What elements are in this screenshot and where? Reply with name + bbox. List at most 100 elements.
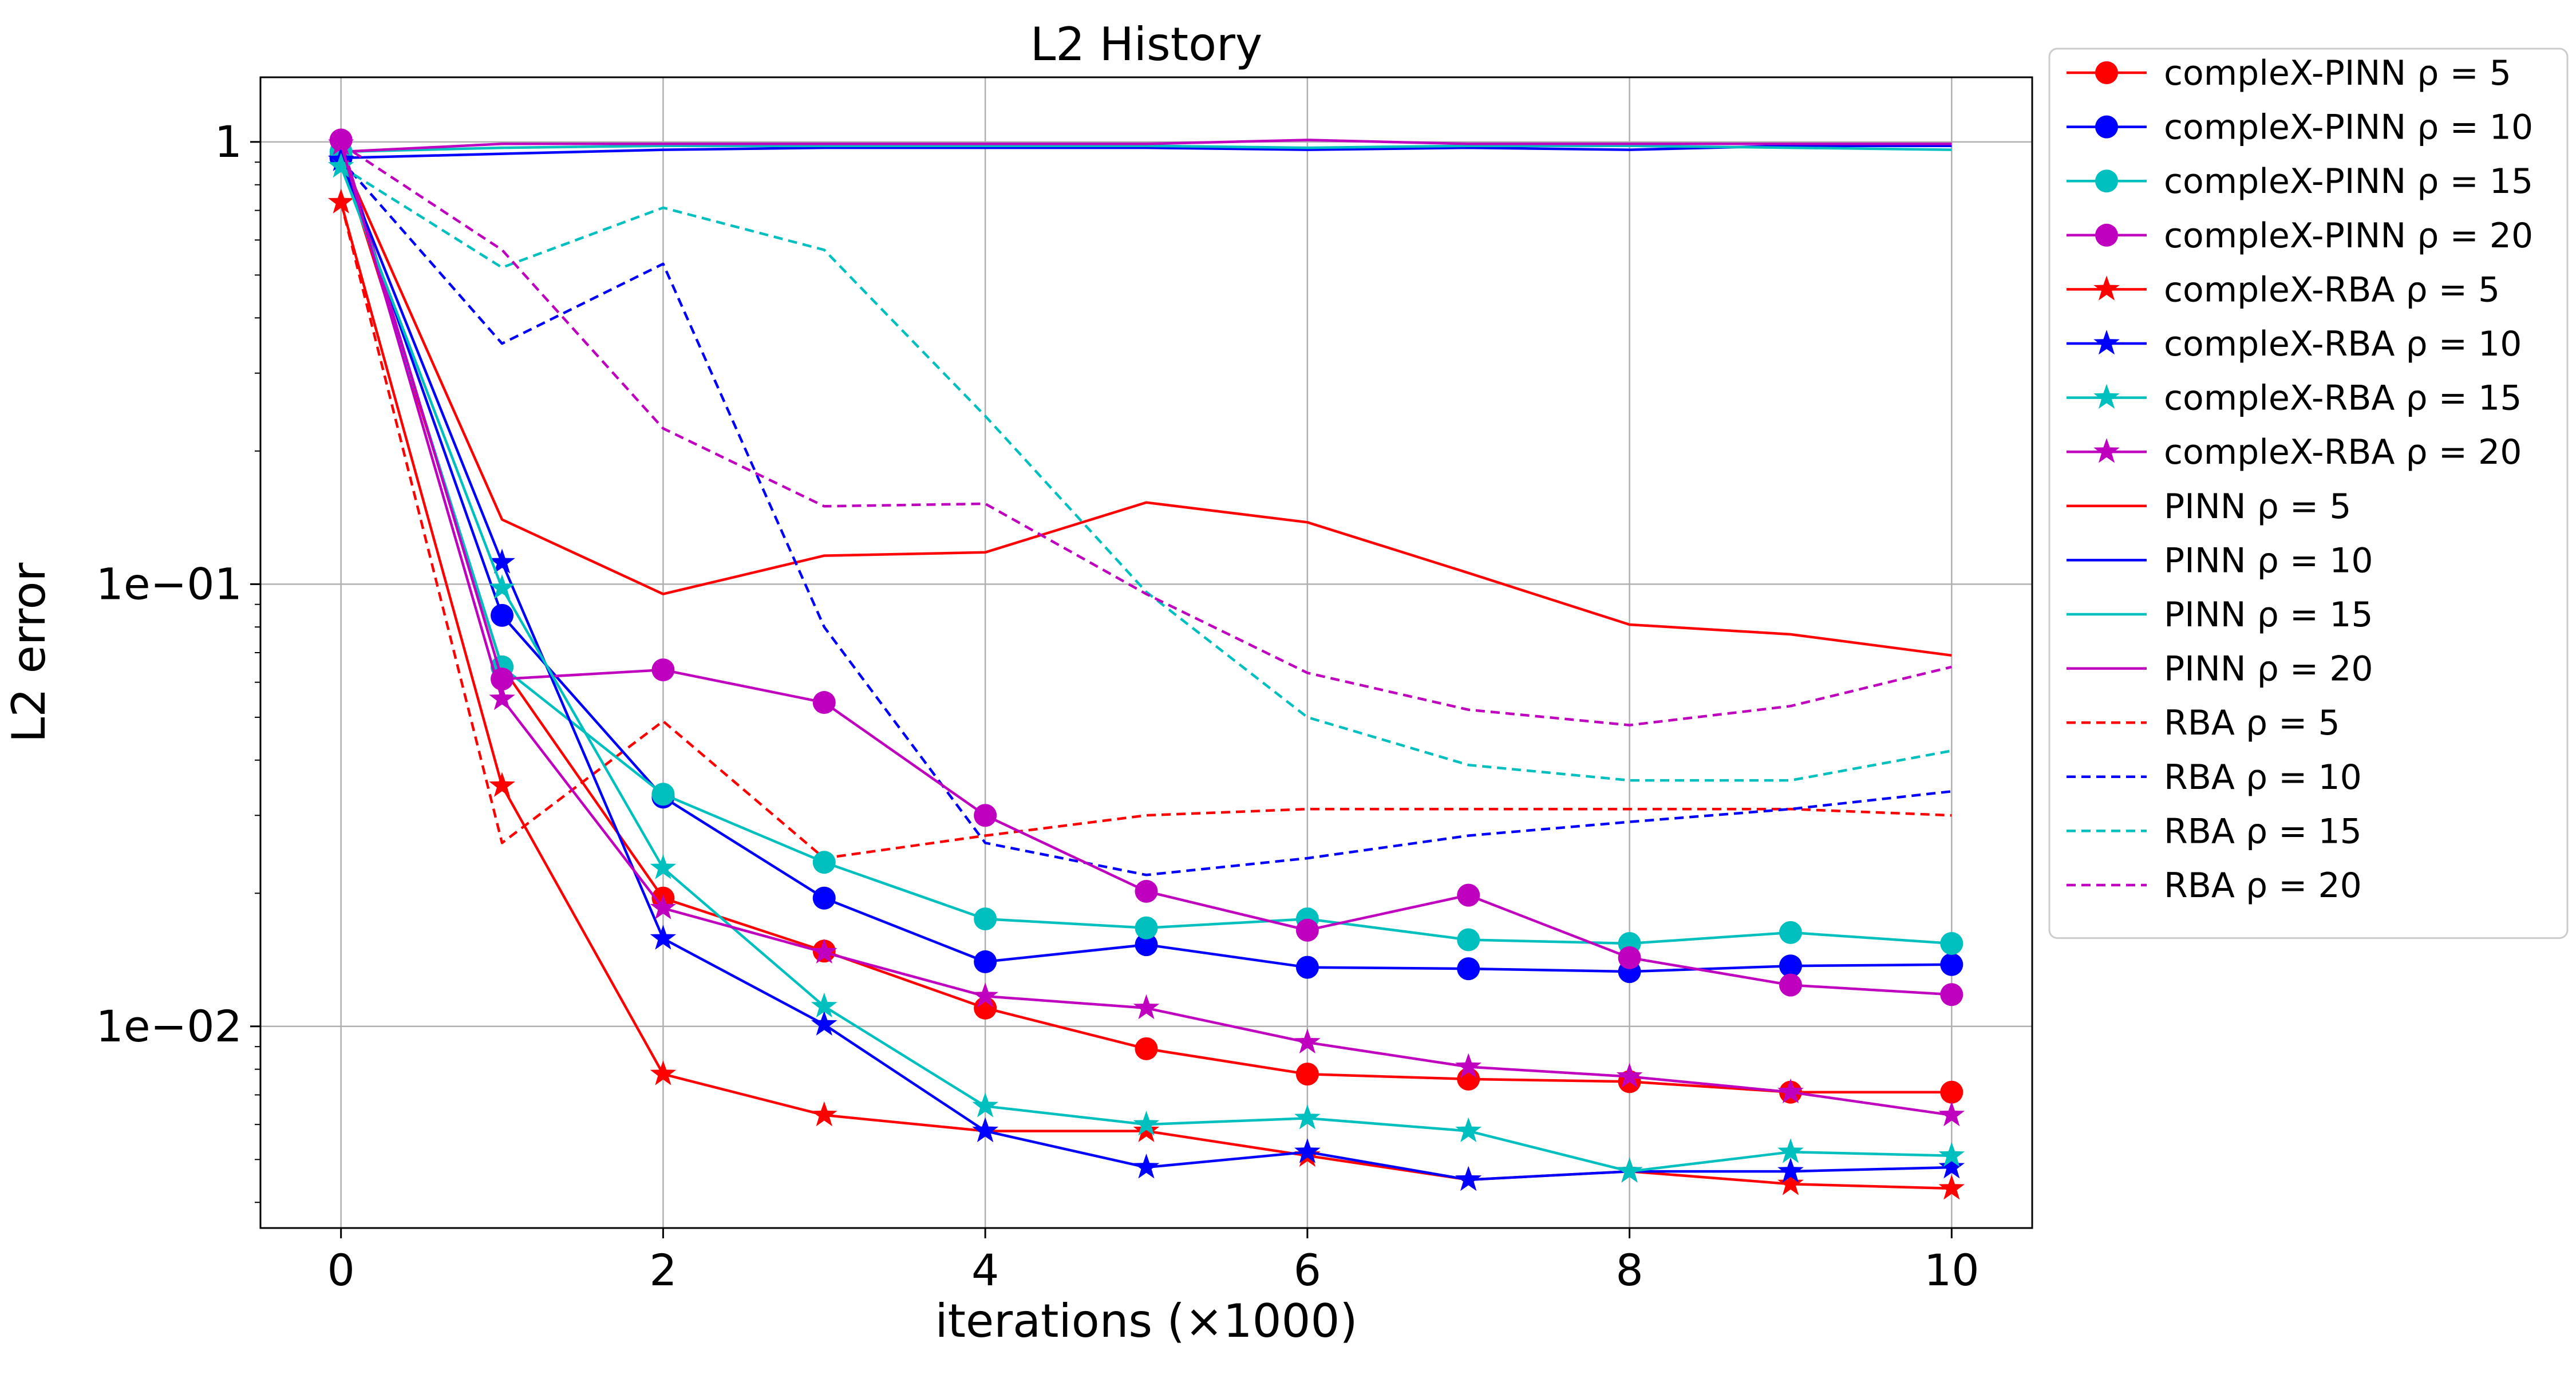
- x-tick-label: 0: [327, 1245, 355, 1296]
- legend-marker: [2095, 223, 2118, 247]
- legend-item: compleX-RBA ρ = 10: [2067, 324, 2522, 364]
- series-line: [339, 202, 1952, 860]
- legend-marker: [2095, 169, 2118, 193]
- data-point: [327, 130, 354, 155]
- y-axis-label: L2 error: [2, 563, 56, 743]
- data-point: [650, 894, 677, 919]
- data-point: [974, 804, 997, 827]
- legend-item: RBA ρ = 20: [2067, 866, 2362, 906]
- data-point: [1777, 1138, 1804, 1163]
- data-point: [489, 574, 515, 599]
- chart-title: L2 History: [1030, 18, 1263, 71]
- data-point: [491, 668, 514, 691]
- data-point: [489, 772, 515, 797]
- data-point: [1133, 1154, 1160, 1179]
- series-complex-rba-rho-15: [327, 152, 1965, 1183]
- legend-item: RBA ρ = 5: [2067, 703, 2340, 743]
- data-point: [974, 907, 997, 931]
- data-point: [327, 188, 354, 214]
- legend-label: compleX-RBA ρ = 10: [2164, 324, 2522, 364]
- series-layer: [327, 128, 1965, 1200]
- data-point: [1294, 1104, 1321, 1130]
- data-point: [811, 992, 837, 1018]
- data-point: [1779, 973, 1802, 997]
- series-rba-rho-15: [340, 165, 1952, 782]
- data-point: [1777, 1170, 1804, 1195]
- series-line: [340, 165, 1952, 782]
- legend-item: compleX-PINN ρ = 10: [2067, 108, 2533, 148]
- legend-item: RBA ρ = 10: [2067, 757, 2362, 797]
- data-point: [650, 925, 677, 950]
- series-rba-rho-10: [340, 159, 1952, 876]
- data-point: [1616, 1063, 1643, 1088]
- data-point: [1940, 953, 1963, 976]
- series-rba-rho-5: [339, 202, 1952, 860]
- data-point: [1457, 928, 1480, 951]
- data-point: [651, 783, 675, 806]
- data-point: [1294, 1028, 1321, 1054]
- data-point: [1938, 1174, 1965, 1200]
- x-tick-label: 10: [1924, 1245, 1980, 1296]
- data-point: [1295, 956, 1319, 979]
- data-point: [489, 548, 515, 574]
- data-point: [1133, 1111, 1160, 1136]
- legend-label: compleX-RBA ρ = 5: [2164, 270, 2500, 310]
- legend-box: [2048, 48, 2569, 939]
- legend-item: compleX-PINN ρ = 5: [2067, 53, 2511, 93]
- legend-label: RBA ρ = 5: [2164, 703, 2340, 743]
- series-pinn-rho-5: [339, 155, 1952, 657]
- series-pinn-rho-10: [341, 144, 1952, 160]
- data-point: [1135, 933, 1158, 957]
- series-line: [341, 139, 1952, 153]
- legend-item: PINN ρ = 5: [2067, 487, 2351, 527]
- x-tick-label: 6: [1294, 1245, 1321, 1296]
- data-point: [1618, 946, 1641, 969]
- x-tick-label: 2: [649, 1245, 677, 1296]
- data-point: [1940, 931, 1963, 955]
- data-point: [651, 658, 675, 682]
- grid: [260, 77, 2032, 1228]
- data-point: [1457, 957, 1480, 981]
- legend-label: compleX-PINN ρ = 20: [2164, 216, 2533, 256]
- legend-marker: [2095, 115, 2118, 139]
- data-point: [812, 886, 836, 910]
- legend-item: PINN ρ = 15: [2067, 595, 2373, 635]
- data-point: [1135, 879, 1158, 903]
- data-point: [1940, 1080, 1963, 1104]
- series-line: [340, 143, 1952, 727]
- data-point: [1938, 1154, 1965, 1179]
- legend-label: PINN ρ = 5: [2164, 487, 2351, 527]
- series-line: [341, 144, 1952, 153]
- series-line: [340, 159, 1952, 876]
- legend-label: compleX-RBA ρ = 15: [2164, 378, 2522, 418]
- data-point: [1779, 954, 1802, 978]
- y-tick-label: 1: [215, 116, 242, 167]
- legend-marker: [2093, 384, 2120, 409]
- legend-item: compleX-RBA ρ = 5: [2067, 270, 2500, 310]
- legend-marker: [2095, 61, 2118, 84]
- data-point: [1455, 1166, 1482, 1191]
- data-point: [1455, 1117, 1482, 1142]
- data-point: [972, 1117, 998, 1142]
- data-point: [972, 982, 998, 1008]
- series-pinn-rho-15: [341, 144, 1952, 153]
- data-point: [491, 603, 514, 627]
- legend-label: RBA ρ = 20: [2164, 866, 2362, 906]
- series-rba-rho-20: [340, 143, 1952, 727]
- legend-label: compleX-RBA ρ = 20: [2164, 432, 2522, 472]
- data-point: [1133, 994, 1160, 1020]
- legend-item: PINN ρ = 20: [2067, 649, 2373, 689]
- data-point: [1135, 916, 1158, 939]
- legend-label: PINN ρ = 10: [2164, 540, 2373, 581]
- legend-label: compleX-PINN ρ = 10: [2164, 108, 2533, 148]
- legend-marker: [2093, 438, 2120, 463]
- data-point: [811, 1010, 837, 1036]
- legend-label: compleX-PINN ρ = 15: [2164, 161, 2533, 202]
- data-point: [972, 1092, 998, 1118]
- legend-item: compleX-PINN ρ = 20: [2067, 216, 2533, 256]
- legend-marker: [2093, 275, 2120, 301]
- series-line: [339, 155, 1952, 657]
- data-point: [1938, 1101, 1965, 1127]
- legend-item: RBA ρ = 15: [2067, 811, 2362, 851]
- axis-ticks: 0 2 4 6 8 10 1 1e−01 1e−02: [96, 116, 1980, 1296]
